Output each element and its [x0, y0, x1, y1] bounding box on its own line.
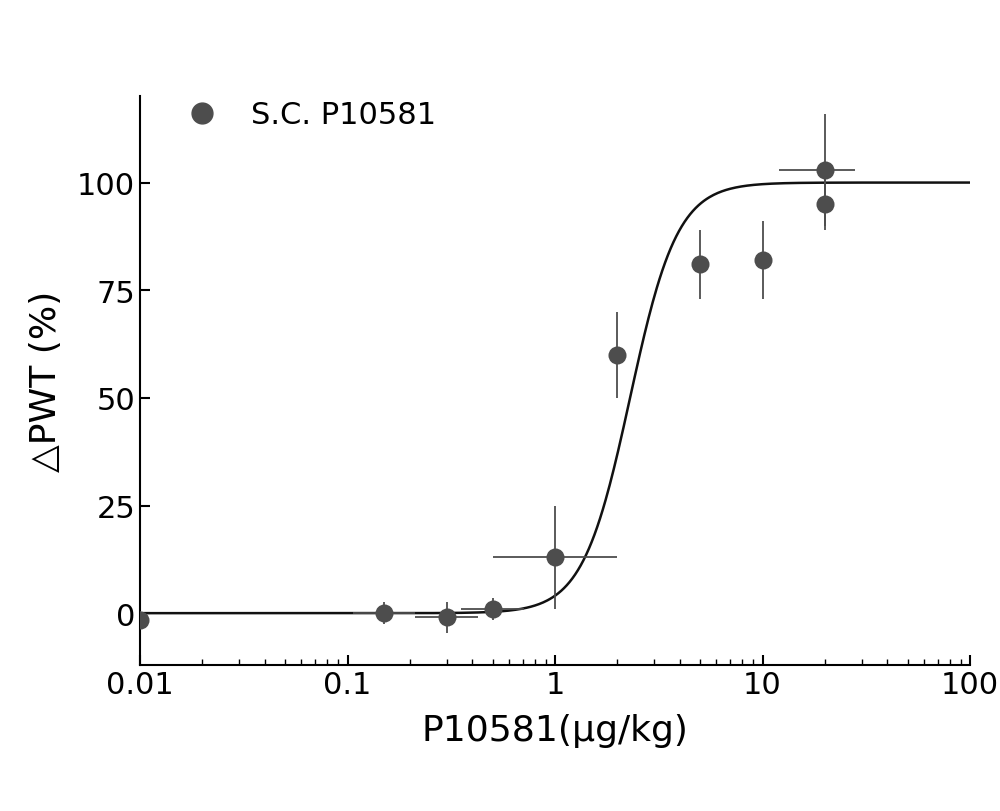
Y-axis label: △PWT (%): △PWT (%): [29, 290, 63, 472]
X-axis label: P10581(μg/kg): P10581(μg/kg): [422, 713, 688, 747]
Legend: S.C. P10581: S.C. P10581: [160, 89, 449, 143]
